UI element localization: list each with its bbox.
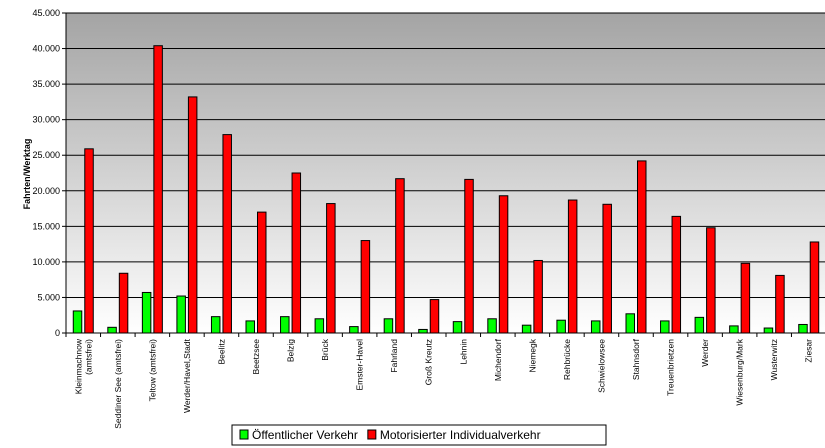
bar-oepnv: [210, 316, 221, 334]
category-label: Kleinmachnow: [73, 338, 83, 394]
y-tick-label: 15.000: [32, 221, 60, 231]
category-label: Fahrland: [389, 339, 399, 373]
category-label: Lehnin: [458, 339, 468, 365]
bar-miv: [187, 96, 198, 334]
category-label: Brück: [320, 338, 330, 360]
bar-miv: [326, 203, 336, 334]
bar-miv: [257, 211, 267, 334]
legend-label: Öffentlicher Verkehr: [252, 428, 358, 442]
legend-swatch: [239, 429, 249, 440]
y-tick-label: 40.000: [32, 44, 60, 54]
bar-miv: [567, 199, 578, 334]
category-label: Seddiner See (amtsfrei): [113, 339, 123, 429]
category-label: Werder/Havel,Stadt: [182, 338, 192, 413]
category-label: Groß Kreutz: [424, 339, 434, 385]
bar-oepnv: [280, 316, 290, 334]
bar-miv: [637, 160, 647, 334]
bar-oepnv: [625, 313, 635, 334]
y-axis-title: Fahrten/Werktag: [22, 139, 32, 210]
bar-miv: [809, 241, 820, 334]
category-label: Stahnsdorf: [631, 338, 641, 380]
y-tick-label: 20.000: [32, 186, 60, 196]
legend-box: [231, 424, 607, 446]
y-tick-labels: 0 5.000 10.000 15.000 20.000 25.000 30.000 35.0…: [32, 8, 60, 338]
bar-miv: [118, 272, 129, 334]
category-label: Teltow (amtsfrei): [147, 339, 157, 402]
category-label: Werder: [700, 339, 710, 367]
bar-oepnv: [798, 323, 808, 334]
bar-miv: [775, 274, 785, 334]
x-tick-labels: Kleinmachnow (amtsfrei) Seddiner See (amts…: [73, 338, 813, 429]
category-label: Michendorf: [493, 338, 503, 381]
y-tick-label: 35.000: [32, 79, 60, 89]
bar-miv: [291, 172, 302, 334]
y-tick-label: 25.000: [32, 150, 60, 160]
y-tick-label: 10.000: [32, 257, 60, 267]
category-label: (amtsfrei): [83, 339, 93, 375]
bar-miv: [153, 45, 163, 334]
bar-miv: [671, 215, 682, 334]
bar-oepnv: [107, 326, 117, 334]
bar-oepnv: [763, 327, 774, 334]
bar-miv: [84, 148, 94, 334]
bar-miv: [498, 195, 509, 334]
y-tick-label: 0: [55, 328, 60, 338]
category-label: Ziesar: [804, 339, 814, 363]
legend-label: Motorisierter Individualverkehr: [380, 428, 541, 442]
bar-oepnv: [487, 318, 497, 334]
category-label: Niemegk: [527, 338, 537, 372]
bar-oepnv: [452, 321, 463, 334]
bar-oepnv: [729, 325, 739, 334]
y-tick-label: 30.000: [32, 115, 60, 125]
bar-oepnv: [418, 328, 428, 334]
category-label: Schwielowsee: [596, 339, 606, 393]
axes: [65, 13, 825, 337]
y-tick-label: 45.000: [32, 8, 60, 18]
bar-miv: [429, 299, 440, 334]
bar-miv: [533, 259, 543, 334]
legend: Öffentlicher Verkehr Motorisierter Indivi…: [231, 424, 607, 446]
category-label: Wiesenburg/Mark: [735, 338, 745, 405]
y-tick-label: 5.000: [37, 292, 60, 302]
bar-miv: [706, 227, 716, 334]
bar-miv: [602, 203, 612, 334]
category-label: Beelitz: [216, 339, 226, 365]
bar-miv: [464, 178, 474, 334]
category-label: Treuenbrietzen: [666, 339, 676, 396]
bar-oepnv: [660, 320, 670, 334]
bar-oepnv: [314, 318, 325, 334]
bar-miv: [360, 240, 371, 334]
bar-oepnv: [141, 291, 152, 334]
bar-oepnv: [349, 326, 359, 334]
category-label: Beetzsee: [251, 339, 261, 375]
bar-miv: [395, 178, 405, 334]
bar-oepnv: [72, 310, 83, 334]
bar-oepnv: [521, 324, 532, 334]
bar-oepnv: [590, 320, 601, 334]
bar-miv: [740, 262, 751, 334]
category-label: Belzig: [286, 339, 296, 362]
bar-oepnv: [556, 319, 566, 334]
category-label: Wusterwitz: [769, 339, 779, 380]
legend-swatch: [367, 429, 377, 440]
bar-miv: [222, 134, 232, 334]
bar-oepnv: [383, 318, 394, 334]
category-label: Rehbrücke: [562, 339, 572, 380]
bar-oepnv: [694, 316, 705, 334]
bar-oepnv: [176, 295, 186, 334]
category-label: Emster-Havel: [355, 339, 365, 391]
bar-oepnv: [245, 320, 255, 334]
